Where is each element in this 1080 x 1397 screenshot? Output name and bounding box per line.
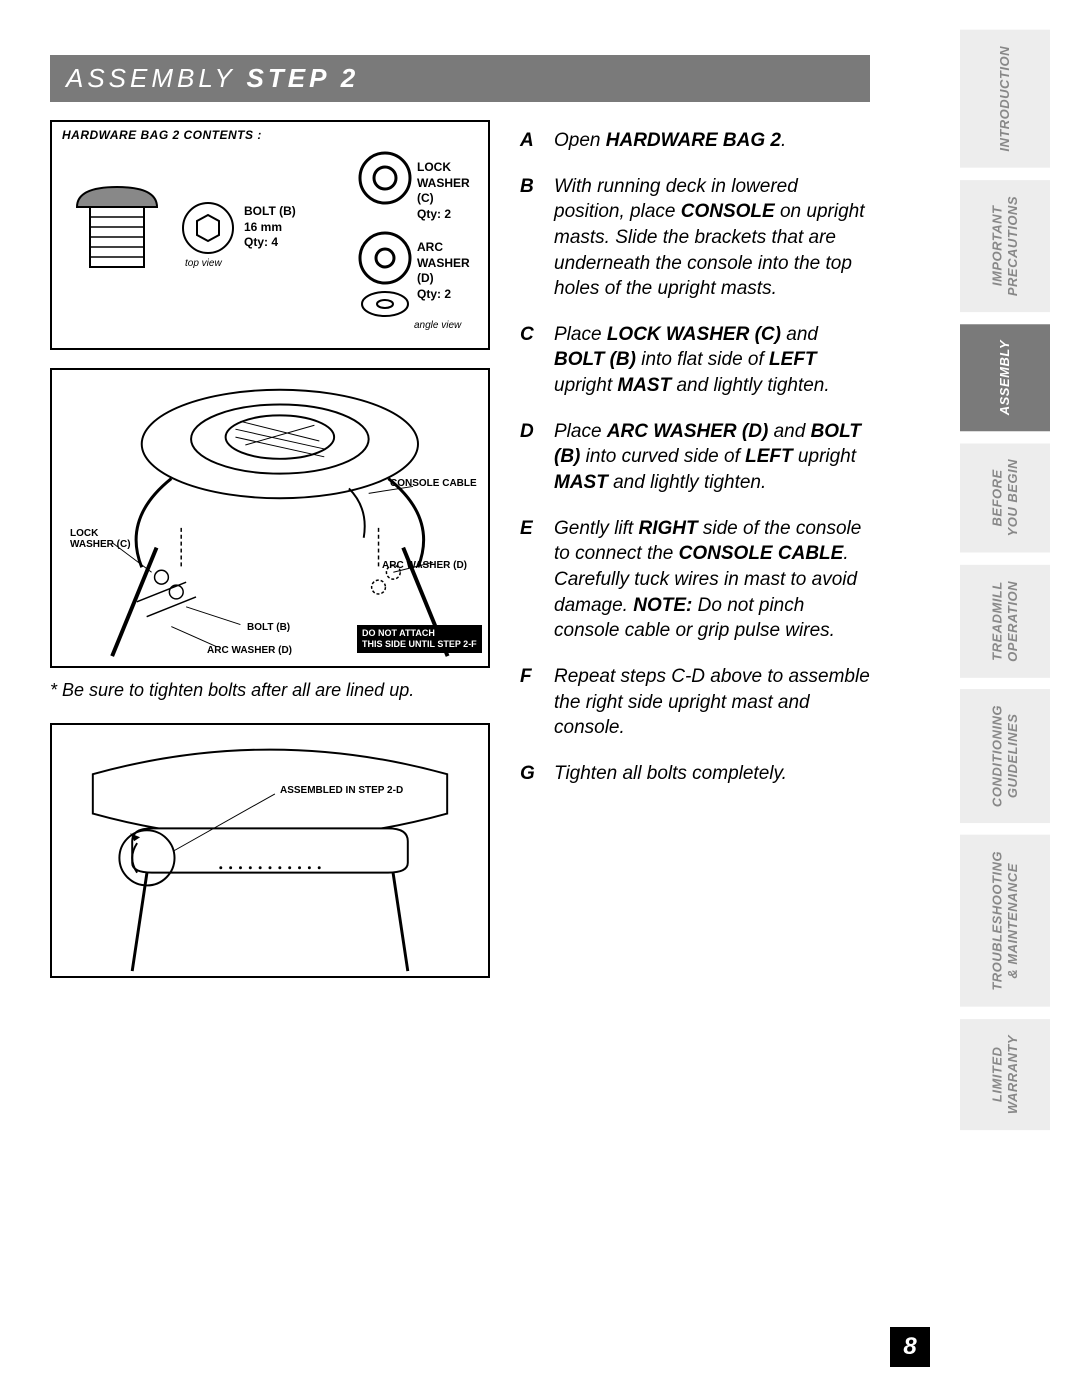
section-tabs: INTRODUCTION IMPORTANT PRECAUTIONS ASSEMBL… xyxy=(960,30,1050,1130)
instruction-step: CPlace LOCK WASHER (C) and BOLT (B) into… xyxy=(520,322,870,399)
instruction-step: EGently lift RIGHT side of the console t… xyxy=(520,516,870,644)
step-text: With running deck in lowered position, p… xyxy=(554,174,870,302)
instruction-step: FRepeat steps C-D above to assemble the … xyxy=(520,664,870,741)
step-letter: D xyxy=(520,419,540,496)
arc-washer-icon xyxy=(357,230,413,286)
console-cable-label: CONSOLE CABLE xyxy=(390,478,477,489)
page-number: 8 xyxy=(890,1327,930,1367)
step-text: Place LOCK WASHER (C) and BOLT (B) into … xyxy=(554,322,870,399)
lock-washer-callout: LOCK WASHER (C) xyxy=(70,528,131,550)
lock-washer-icon xyxy=(357,150,413,206)
console-assembly-diagram: CONSOLE CABLE LOCK WASHER (C) ARC WASHER… xyxy=(50,368,490,668)
instruction-step: BWith running deck in lowered position, … xyxy=(520,174,870,302)
bolt-top-icon xyxy=(180,200,236,256)
arc-washer-angle-icon xyxy=(360,290,410,318)
assembled-view-diagram: ASSEMBLED IN STEP 2-D xyxy=(50,723,490,978)
step-text: Tighten all bolts completely. xyxy=(554,761,870,787)
section-tab[interactable]: INTRODUCTION xyxy=(960,30,1050,168)
section-tab[interactable]: TROUBLESHOOTING & MAINTENANCE xyxy=(960,835,1050,1007)
instruction-step: A Open HARDWARE BAG 2. xyxy=(520,128,870,154)
section-tab[interactable]: CONDITIONING GUIDELINES xyxy=(960,689,1050,823)
section-tab[interactable]: ASSEMBLY xyxy=(960,324,1050,431)
section-tab[interactable]: LIMITED WARRANTY xyxy=(960,1019,1050,1130)
step-letter: G xyxy=(520,761,540,787)
hardware-bag-box: HARDWARE BAG 2 CONTENTS : xyxy=(50,120,490,350)
section-tab[interactable]: TREADMILL OPERATION xyxy=(960,565,1050,678)
arc-washer-angle-label: angle view xyxy=(414,320,461,331)
step-letter: F xyxy=(520,664,540,741)
step-text: Gently lift RIGHT side of the console to… xyxy=(554,516,870,644)
assembly-step-header: ASSEMBLY STEP 2 xyxy=(50,55,870,102)
header-prefix: ASSEMBLY xyxy=(66,63,247,93)
section-tab[interactable]: IMPORTANT PRECAUTIONS xyxy=(960,180,1050,312)
arc-washer-right-callout: ARC WASHER (D) xyxy=(382,560,467,571)
step-text: Place ARC WASHER (D) and BOLT (B) into c… xyxy=(554,419,870,496)
step-letter: C xyxy=(520,322,540,399)
section-tab[interactable]: BEFORE YOU BEGIN xyxy=(960,443,1050,552)
assembled-label: ASSEMBLED IN STEP 2-D xyxy=(280,785,403,796)
tighten-note: * Be sure to tighten bolts after all are… xyxy=(50,680,490,701)
arc-washer-label: ARC WASHER (D) Qty: 2 xyxy=(417,240,488,302)
arc-washer-left-callout: ARC WASHER (D) xyxy=(207,645,292,656)
step-letter: A xyxy=(520,128,540,154)
header-bold: STEP 2 xyxy=(247,63,360,93)
bolt-label: BOLT (B) 16 mm Qty: 4 xyxy=(244,204,296,251)
do-not-attach-warning: DO NOT ATTACH THIS SIDE UNTIL STEP 2-F xyxy=(357,625,482,653)
bolt-side-icon xyxy=(62,182,172,272)
instruction-step: G Tighten all bolts completely. xyxy=(520,761,870,787)
bolt-callout: BOLT (B) xyxy=(247,622,290,633)
step-text: Open HARDWARE BAG 2. xyxy=(554,128,870,154)
assembled-diagram-svg xyxy=(52,725,488,976)
instruction-steps: A Open HARDWARE BAG 2. BWith running deck … xyxy=(520,128,870,786)
lock-washer-label: LOCK WASHER (C) Qty: 2 xyxy=(417,160,488,222)
step-text: Repeat steps C-D above to assemble the r… xyxy=(554,664,870,741)
instruction-step: DPlace ARC WASHER (D) and BOLT (B) into … xyxy=(520,419,870,496)
step-letter: E xyxy=(520,516,540,644)
step-letter: B xyxy=(520,174,540,302)
bolt-topview-label: top view xyxy=(185,258,222,269)
